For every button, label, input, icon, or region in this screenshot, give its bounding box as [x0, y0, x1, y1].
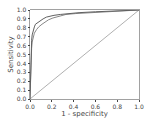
- svg-text:0.9: 0.9: [17, 15, 27, 22]
- svg-text:1.0: 1.0: [17, 6, 27, 13]
- svg-text:0.4: 0.4: [69, 103, 79, 110]
- svg-text:0.5: 0.5: [17, 51, 27, 58]
- svg-text:Sensitivity: Sensitivity: [7, 36, 15, 72]
- svg-text:0.1: 0.1: [17, 86, 27, 93]
- svg-text:0.6: 0.6: [17, 42, 27, 49]
- svg-text:0.7: 0.7: [17, 33, 27, 40]
- svg-text:0.6: 0.6: [91, 103, 101, 110]
- svg-text:0.2: 0.2: [47, 103, 57, 110]
- svg-text:0.0: 0.0: [17, 95, 27, 102]
- svg-text:1 - specificity: 1 - specificity: [61, 110, 108, 118]
- svg-text:0.8: 0.8: [112, 103, 122, 110]
- svg-text:1.0: 1.0: [134, 103, 144, 110]
- svg-text:0.4: 0.4: [17, 60, 27, 67]
- svg-text:0.2: 0.2: [17, 77, 27, 84]
- svg-text:0.3: 0.3: [17, 68, 27, 75]
- svg-text:0.0: 0.0: [25, 103, 35, 110]
- svg-text:0.8: 0.8: [17, 24, 27, 31]
